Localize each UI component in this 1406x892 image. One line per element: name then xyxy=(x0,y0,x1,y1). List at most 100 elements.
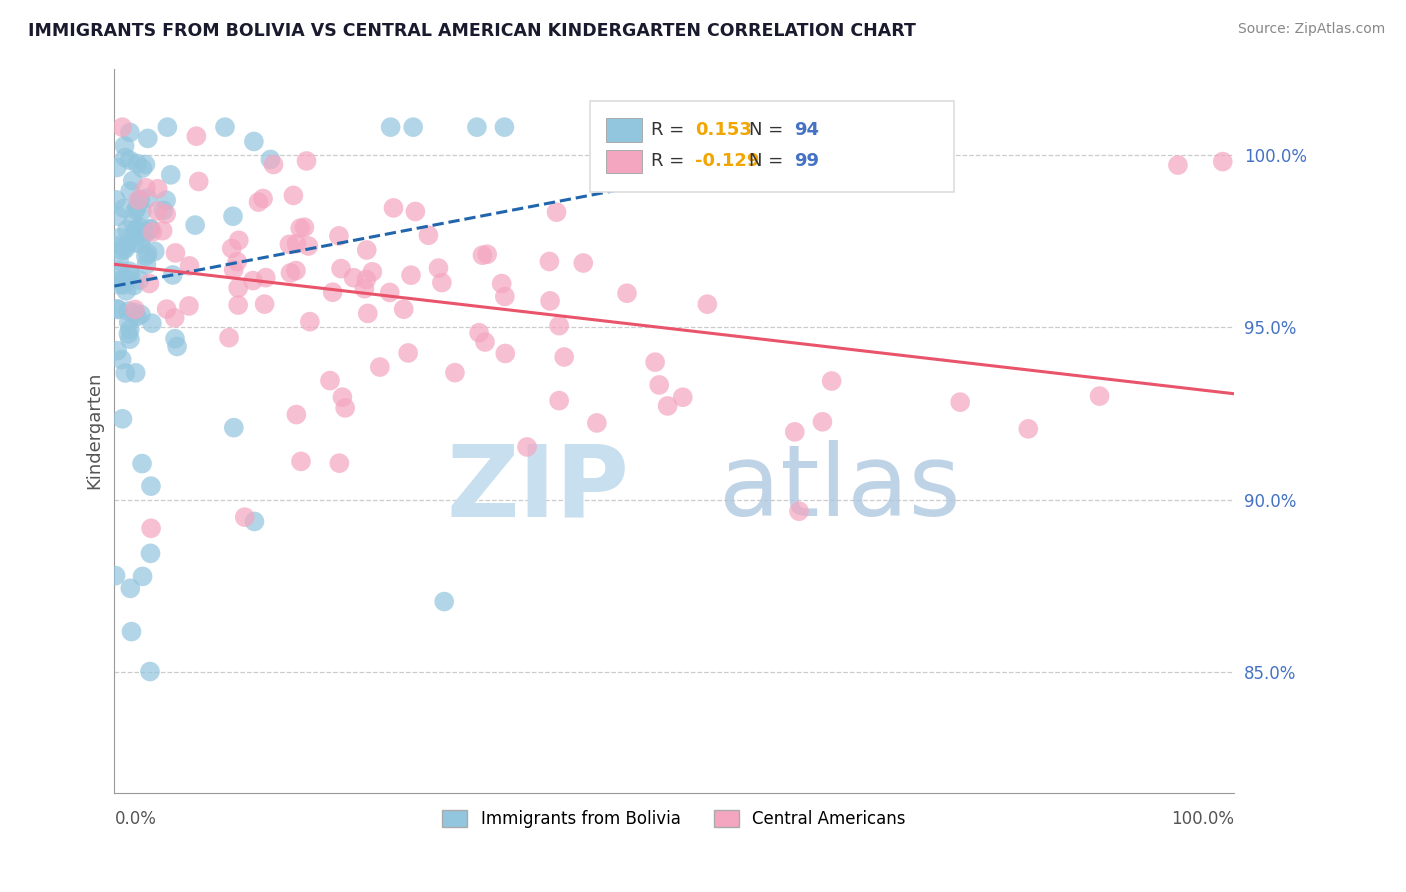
Point xyxy=(1212,154,1234,169)
Point xyxy=(118,125,141,139)
Point xyxy=(110,238,132,252)
Point xyxy=(156,120,179,135)
Point xyxy=(553,350,575,364)
Point xyxy=(166,339,188,353)
Point xyxy=(108,253,131,268)
Point xyxy=(141,225,163,239)
Point xyxy=(657,399,679,413)
Point xyxy=(118,153,141,168)
Point xyxy=(108,263,131,277)
Text: N =: N = xyxy=(749,121,789,139)
Point xyxy=(121,624,143,639)
Point xyxy=(418,228,440,243)
Point xyxy=(124,203,146,218)
Point xyxy=(125,201,148,215)
Point xyxy=(294,220,316,235)
Point xyxy=(263,157,285,171)
Point xyxy=(124,302,146,317)
Point xyxy=(233,510,256,524)
Point xyxy=(356,243,378,257)
Point xyxy=(333,401,356,415)
Text: -0.129: -0.129 xyxy=(696,153,759,170)
Point xyxy=(491,277,513,291)
Point xyxy=(468,326,491,340)
Point xyxy=(218,331,240,345)
Point xyxy=(127,156,149,170)
Point xyxy=(538,293,561,308)
Point xyxy=(115,238,138,252)
Point xyxy=(120,582,142,596)
Point xyxy=(128,219,150,234)
Point xyxy=(141,316,163,330)
Point xyxy=(330,261,353,276)
Point xyxy=(120,184,142,198)
Point xyxy=(135,181,157,195)
Point xyxy=(120,268,142,282)
Point xyxy=(115,223,138,237)
Point xyxy=(127,193,149,207)
Point xyxy=(118,332,141,346)
Point xyxy=(494,346,516,360)
Point xyxy=(128,273,150,287)
Point xyxy=(396,346,419,360)
Text: N =: N = xyxy=(749,153,789,170)
Point xyxy=(392,302,415,317)
Point xyxy=(115,284,138,298)
Point xyxy=(243,515,266,529)
Point xyxy=(156,301,179,316)
Point xyxy=(139,521,162,535)
Point xyxy=(146,182,169,196)
Point xyxy=(136,131,159,145)
Point xyxy=(1088,389,1111,403)
Point xyxy=(155,207,177,221)
Point xyxy=(105,193,128,207)
Point xyxy=(163,310,186,325)
Point xyxy=(696,297,718,311)
Point xyxy=(297,239,319,253)
Point xyxy=(427,261,450,276)
Point xyxy=(474,334,496,349)
Text: R =: R = xyxy=(651,121,690,139)
Point xyxy=(136,191,159,205)
Point xyxy=(131,161,153,176)
Point xyxy=(114,271,136,285)
Point xyxy=(165,246,187,260)
Point xyxy=(127,224,149,238)
Point xyxy=(290,454,312,468)
Point xyxy=(187,174,209,188)
Point xyxy=(475,247,498,261)
Point xyxy=(117,315,139,329)
Point xyxy=(146,203,169,218)
Point xyxy=(114,366,136,380)
Point xyxy=(186,129,208,144)
Point xyxy=(284,263,307,277)
Point xyxy=(404,204,426,219)
Point xyxy=(121,174,143,188)
Point xyxy=(138,277,160,291)
Point xyxy=(811,415,834,429)
Point xyxy=(117,304,139,318)
Point xyxy=(1167,158,1189,172)
Text: R =: R = xyxy=(651,153,690,170)
Point xyxy=(353,282,375,296)
Point xyxy=(114,242,136,256)
Point xyxy=(139,221,162,235)
Legend: Immigrants from Bolivia, Central Americans: Immigrants from Bolivia, Central America… xyxy=(436,804,912,835)
Point xyxy=(319,374,342,388)
Text: 100.0%: 100.0% xyxy=(1171,810,1234,828)
Point xyxy=(332,390,354,404)
Point xyxy=(783,425,806,439)
Point xyxy=(112,202,135,216)
Point xyxy=(122,227,145,242)
Point xyxy=(159,168,181,182)
Point xyxy=(105,343,128,358)
Point xyxy=(226,254,249,268)
Text: IMMIGRANTS FROM BOLIVIA VS CENTRAL AMERICAN KINDERGARTEN CORRELATION CHART: IMMIGRANTS FROM BOLIVIA VS CENTRAL AMERI… xyxy=(28,22,915,40)
Point xyxy=(368,359,391,374)
Point xyxy=(139,546,162,560)
Point xyxy=(122,278,145,293)
Point xyxy=(494,120,516,135)
Point xyxy=(538,254,561,268)
Point xyxy=(111,120,134,135)
Point xyxy=(787,504,810,518)
